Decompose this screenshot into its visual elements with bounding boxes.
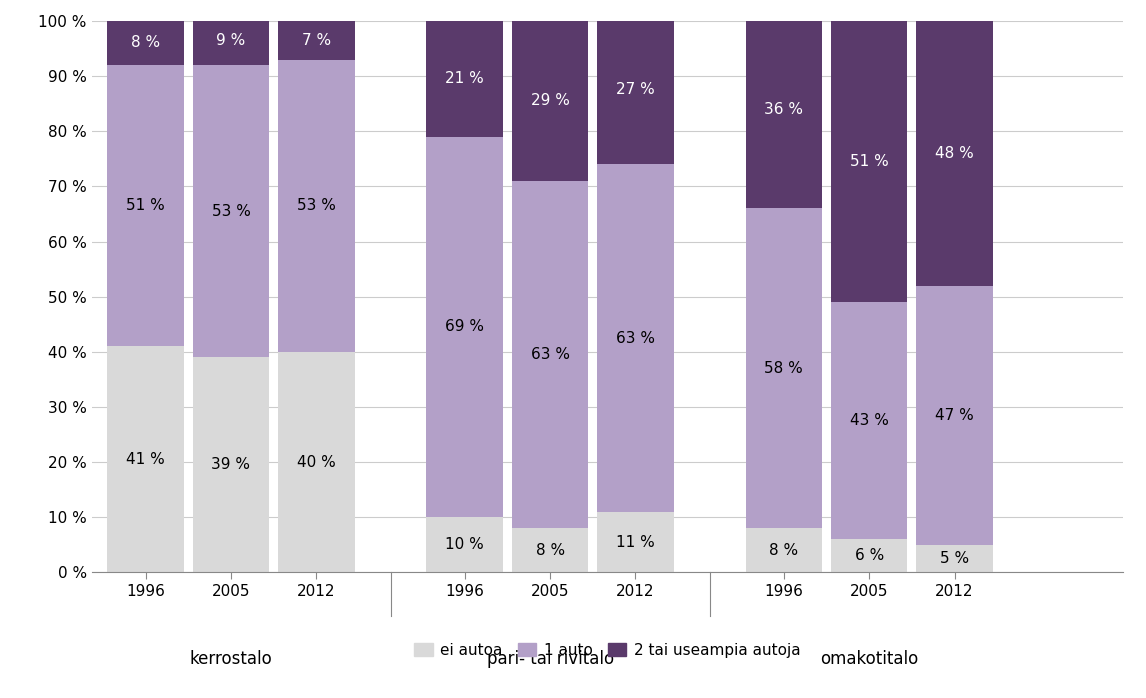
Text: 9 %: 9 %	[217, 33, 245, 47]
Text: 58 %: 58 %	[764, 361, 803, 376]
Bar	[278, 21, 354, 59]
Bar	[108, 346, 183, 572]
Text: 11 %: 11 %	[617, 535, 654, 549]
Text: 69 %: 69 %	[445, 320, 485, 334]
Text: 63 %: 63 %	[615, 331, 656, 346]
Bar	[831, 21, 908, 302]
Bar	[917, 285, 992, 545]
Text: 53 %: 53 %	[212, 204, 251, 218]
Text: 8 %: 8 %	[535, 543, 565, 558]
Text: 10 %: 10 %	[446, 537, 484, 552]
Bar	[193, 357, 269, 572]
Text: kerrostalo: kerrostalo	[189, 650, 273, 667]
Bar	[278, 59, 354, 352]
Bar	[831, 540, 908, 572]
Bar	[746, 10, 822, 209]
Bar	[746, 528, 822, 572]
Text: 63 %: 63 %	[531, 347, 570, 362]
Text: 5 %: 5 %	[940, 551, 970, 566]
Bar	[597, 164, 674, 512]
Text: 47 %: 47 %	[935, 408, 974, 423]
Text: 8 %: 8 %	[769, 543, 799, 558]
Text: 48 %: 48 %	[935, 146, 974, 161]
Bar	[597, 512, 674, 572]
Text: 29 %: 29 %	[531, 94, 570, 108]
Bar	[193, 15, 269, 65]
Text: 6 %: 6 %	[855, 549, 884, 563]
Bar	[426, 517, 503, 572]
Bar	[917, 545, 992, 572]
Bar	[512, 528, 588, 572]
Bar	[746, 209, 822, 528]
Legend: ei autoa, 1 auto, 2 tai useampia autoja: ei autoa, 1 auto, 2 tai useampia autoja	[408, 637, 807, 664]
Text: 39 %: 39 %	[212, 457, 251, 473]
Text: 51 %: 51 %	[850, 154, 888, 169]
Text: 8 %: 8 %	[131, 36, 160, 50]
Text: omakotitalo: omakotitalo	[821, 650, 918, 667]
Bar	[426, 21, 503, 137]
Bar	[512, 21, 588, 181]
Text: 21 %: 21 %	[446, 71, 484, 87]
Text: pari- tai rivitalo: pari- tai rivitalo	[487, 650, 613, 667]
Bar	[597, 15, 674, 164]
Bar	[917, 21, 992, 285]
Text: 41 %: 41 %	[126, 452, 165, 467]
Text: 43 %: 43 %	[849, 413, 888, 428]
Bar	[108, 65, 183, 346]
Bar	[278, 352, 354, 572]
Text: 40 %: 40 %	[297, 454, 336, 470]
Text: 27 %: 27 %	[617, 82, 654, 97]
Text: 51 %: 51 %	[126, 198, 165, 213]
Text: 53 %: 53 %	[297, 198, 336, 213]
Text: 7 %: 7 %	[301, 33, 331, 47]
Text: 36 %: 36 %	[764, 102, 803, 117]
Bar	[193, 65, 269, 357]
Bar	[512, 181, 588, 528]
Bar	[108, 21, 183, 65]
Bar	[426, 137, 503, 517]
Bar	[831, 302, 908, 540]
